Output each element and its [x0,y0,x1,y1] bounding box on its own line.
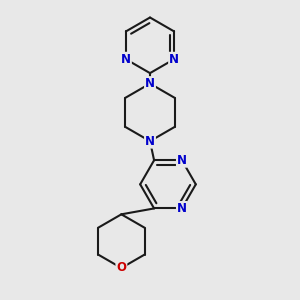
Text: N: N [145,77,155,90]
Text: N: N [121,53,131,66]
Text: N: N [169,53,179,66]
Text: O: O [116,262,126,275]
Text: N: N [177,154,187,167]
Text: N: N [145,135,155,148]
Text: N: N [177,202,187,215]
